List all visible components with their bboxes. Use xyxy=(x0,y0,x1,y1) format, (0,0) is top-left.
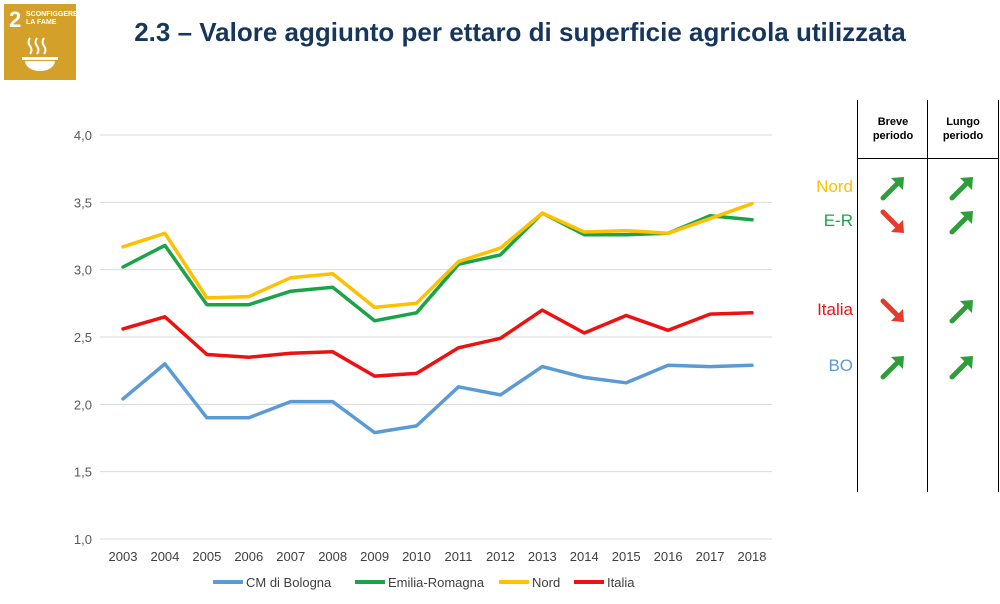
trend-row-label: E-R xyxy=(823,211,853,230)
y-tick-label: 1,0 xyxy=(74,532,92,547)
trend-row-label: BO xyxy=(828,356,853,375)
y-tick-label: 1,5 xyxy=(74,465,92,480)
x-tick-label: 2017 xyxy=(696,549,725,564)
y-tick-label: 3,5 xyxy=(74,195,92,210)
bowl-icon xyxy=(22,37,58,71)
arrow-up-icon xyxy=(948,297,976,325)
series-line-emilia-romagna xyxy=(121,211,754,323)
legend-label: Italia xyxy=(607,575,635,590)
series-line-nord xyxy=(121,201,754,310)
legend-label: CM di Bologna xyxy=(246,575,332,590)
x-tick-label: 2013 xyxy=(528,549,557,564)
legend-label: Emilia-Romagna xyxy=(388,575,485,590)
x-tick-label: 2007 xyxy=(276,549,305,564)
x-tick-label: 2012 xyxy=(486,549,515,564)
x-tick-label: 2009 xyxy=(360,549,389,564)
x-tick-label: 2014 xyxy=(570,549,599,564)
legend-label: Nord xyxy=(532,575,560,590)
arrow-up-icon xyxy=(879,174,907,202)
x-tick-label: 2011 xyxy=(444,549,472,564)
long-term-column: Lungo periodo xyxy=(927,100,999,492)
long-term-header: Lungo periodo xyxy=(928,100,998,159)
sdg-goal-2-logo: 2 Sconfiggere la fame xyxy=(4,4,78,80)
y-tick-label: 3,0 xyxy=(74,263,92,278)
x-tick-label: 2006 xyxy=(234,549,263,564)
arrow-up-icon xyxy=(948,174,976,202)
y-tick-label: 2,0 xyxy=(74,397,92,412)
x-tick-label: 2008 xyxy=(318,549,347,564)
x-tick-label: 2004 xyxy=(150,549,179,564)
line-chart: 1,01,52,02,53,03,54,0 2003 2004 2005 2006 20… xyxy=(74,128,772,590)
arrow-up-icon xyxy=(948,353,976,381)
arrow-down-icon xyxy=(879,297,907,325)
trend-row-label: Italia xyxy=(817,300,853,319)
trend-table: Breve periodo Lungo periodo xyxy=(857,100,999,492)
x-tick-label: 2003 xyxy=(109,549,138,564)
sdg-caption: Sconfiggere la fame xyxy=(26,11,78,26)
x-tick-label: 2016 xyxy=(654,549,683,564)
x-tick-label: 2010 xyxy=(402,549,431,564)
short-term-column: Breve periodo xyxy=(857,100,928,492)
x-tick-label: 2018 xyxy=(738,549,767,564)
series-line-cm-di-bologna xyxy=(121,362,754,435)
series-lines xyxy=(121,201,754,435)
y-axis-ticks: 1,0 1,5 2,0 2,5 3,0 3,5 4,0 xyxy=(74,128,92,547)
x-tick-label: 2015 xyxy=(612,549,641,564)
page-title: 2.3 – Valore aggiunto per ettaro di supe… xyxy=(134,17,906,47)
arrow-down-icon xyxy=(879,208,907,236)
gridlines xyxy=(100,134,772,540)
y-tick-label: 2,5 xyxy=(74,330,92,345)
arrow-up-icon xyxy=(879,353,907,381)
legend: CM di Bologna Emilia-Romagna Nord Italia xyxy=(213,575,635,590)
sdg-number: 2 xyxy=(9,7,22,32)
trend-row-label: Nord xyxy=(816,177,853,196)
y-tick-label: 4,0 xyxy=(74,128,92,143)
arrow-up-icon xyxy=(948,208,976,236)
short-term-header: Breve periodo xyxy=(858,100,928,159)
series-line-italia xyxy=(121,308,754,378)
x-tick-label: 2005 xyxy=(192,549,221,564)
x-axis-ticks: 2003 2004 2005 2006 2007 2008 2009 2010 2011 2012… xyxy=(109,549,767,564)
